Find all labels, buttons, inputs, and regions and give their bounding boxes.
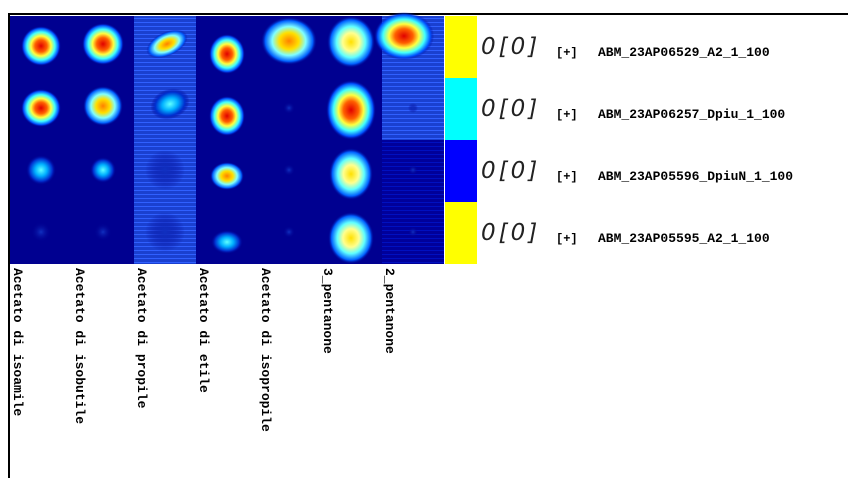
blob — [283, 164, 295, 176]
blob — [145, 212, 185, 252]
column-label: 2_pentanone — [382, 268, 397, 354]
column-label: 3_pentanone — [320, 268, 335, 354]
column-label: Acetato di isoamile — [10, 268, 25, 416]
color-swatch — [445, 202, 477, 264]
sample-name: ABM_23AP05595_A2_1_100 — [598, 231, 770, 246]
toggle[interactable]: [+] — [556, 170, 578, 184]
score: 0[0] — [481, 220, 540, 246]
column-label: Acetato di isopropile — [258, 268, 273, 432]
blob — [21, 89, 61, 127]
sample-name: ABM_23AP05596_DpiuN_1_100 — [598, 169, 793, 184]
blob — [261, 17, 317, 65]
blob — [90, 157, 116, 183]
blob — [26, 155, 56, 185]
blob — [209, 34, 245, 74]
column-label: Acetato di isobutile — [72, 268, 87, 424]
score: 0[0] — [481, 96, 540, 122]
blob — [408, 227, 418, 237]
sample-name: ABM_23AP06257_Dpiu_1_100 — [598, 107, 785, 122]
screenshot: Acetato di isoamile Acetato di isobutile A… — [0, 0, 848, 478]
blob — [145, 150, 185, 190]
blob — [82, 23, 124, 65]
blob — [209, 96, 245, 136]
blob — [374, 12, 434, 60]
color-swatch — [445, 140, 477, 202]
column-label: Acetato di etile — [196, 268, 211, 393]
toggle[interactable]: [+] — [556, 232, 578, 246]
blob — [283, 102, 295, 114]
blob — [283, 226, 295, 238]
blob — [210, 162, 244, 190]
blob — [408, 103, 418, 113]
blob — [211, 230, 243, 254]
blob — [31, 222, 51, 242]
score: 0[0] — [481, 34, 540, 60]
blob — [83, 86, 123, 126]
column-label: Acetato di propile — [134, 268, 149, 409]
sample-name: ABM_23AP06529_A2_1_100 — [598, 45, 770, 60]
toggle[interactable]: [+] — [556, 108, 578, 122]
blob — [94, 223, 112, 241]
blob — [328, 212, 374, 264]
blob — [408, 165, 418, 175]
blob — [326, 80, 376, 140]
blob — [21, 26, 61, 66]
toggle[interactable]: [+] — [556, 46, 578, 60]
color-swatch — [445, 78, 477, 140]
score: 0[0] — [481, 158, 540, 184]
blob — [327, 16, 375, 68]
image-grid — [10, 12, 444, 264]
color-swatch — [445, 16, 477, 78]
blob — [329, 148, 373, 200]
